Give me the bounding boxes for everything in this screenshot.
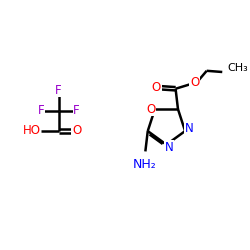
Text: F: F [38,104,44,117]
Text: O: O [152,81,161,94]
Text: N: N [185,122,194,135]
Text: CH₃: CH₃ [228,64,248,74]
Text: F: F [73,104,80,117]
Text: O: O [146,102,155,116]
Text: O: O [190,76,199,89]
Text: O: O [72,124,81,138]
Text: HO: HO [23,124,41,138]
Text: N: N [164,140,173,153]
Text: F: F [55,84,62,97]
Text: NH₂: NH₂ [132,158,156,171]
